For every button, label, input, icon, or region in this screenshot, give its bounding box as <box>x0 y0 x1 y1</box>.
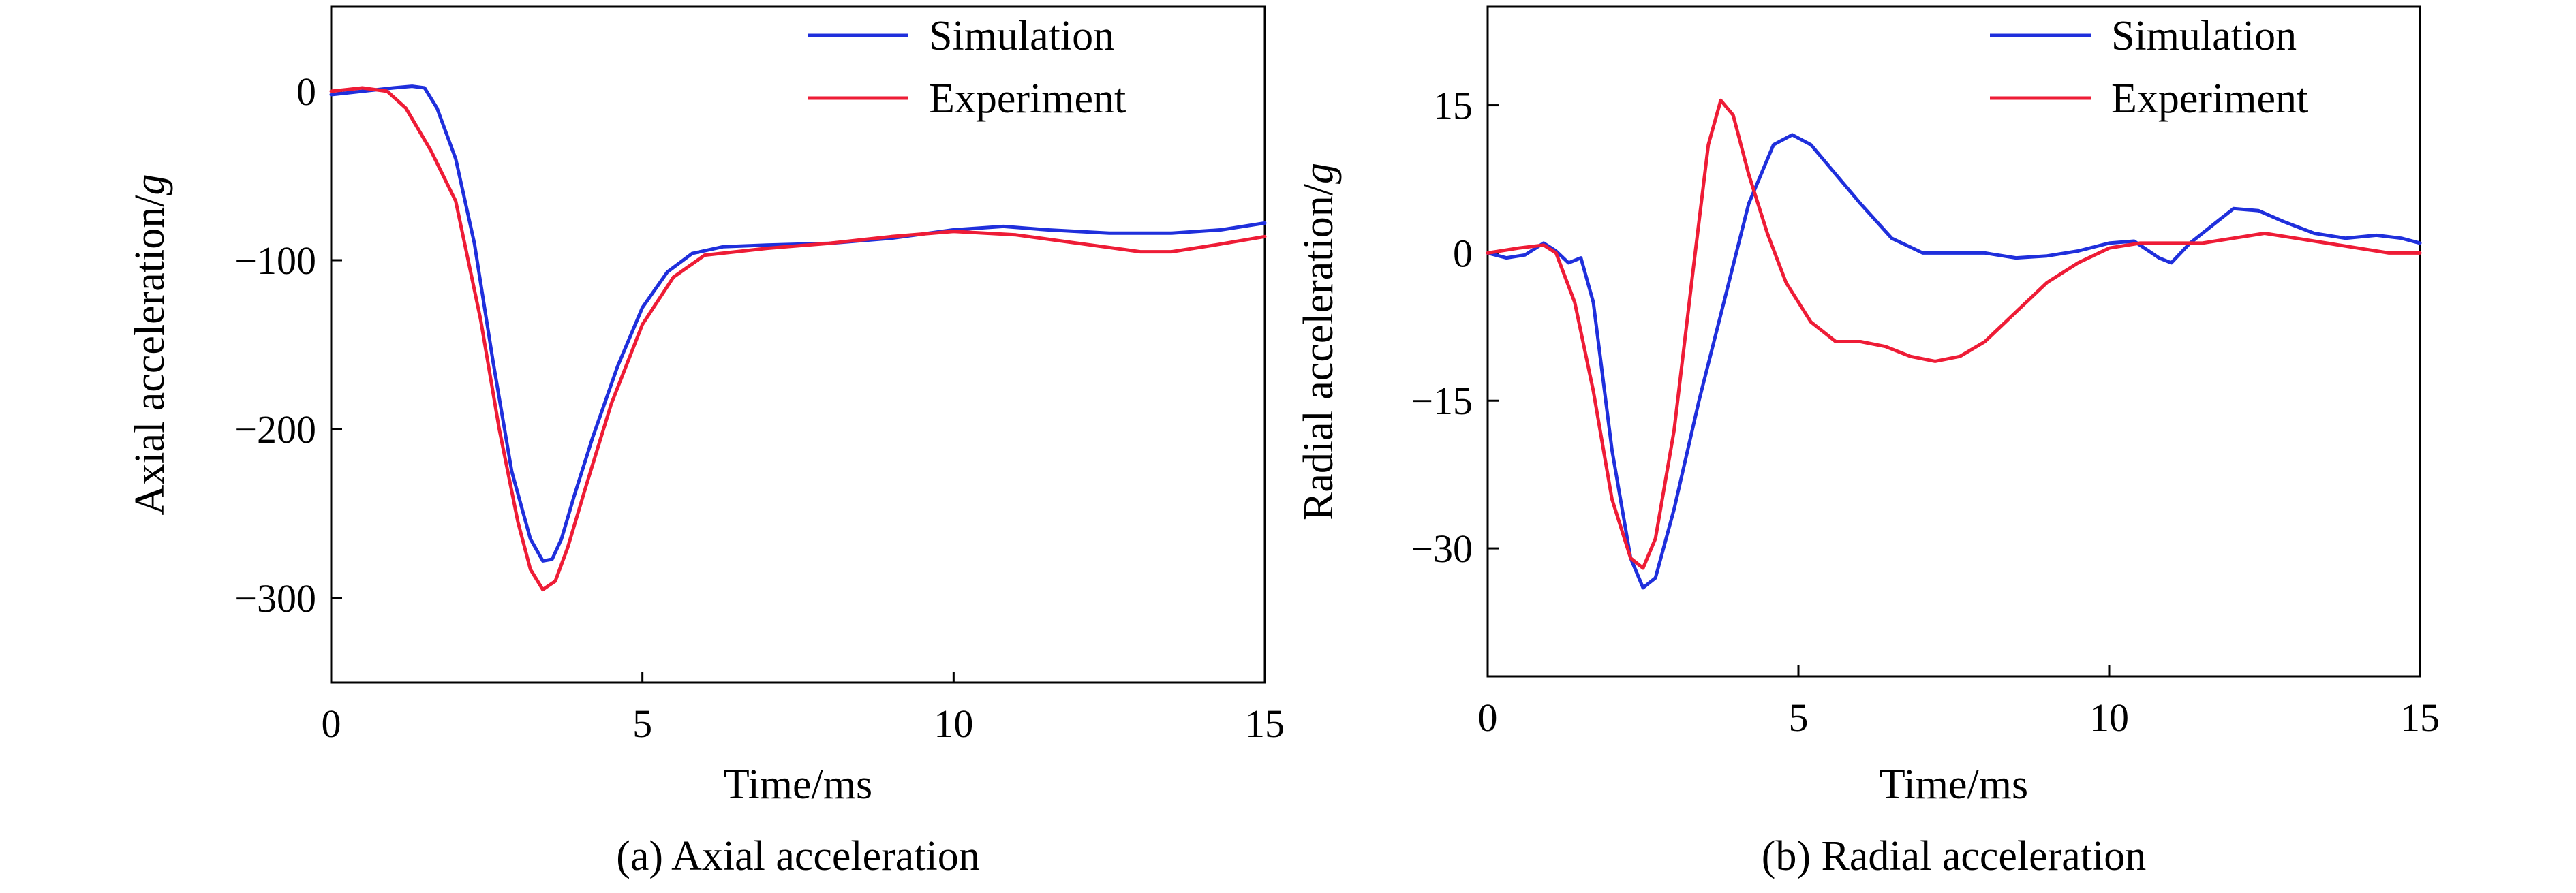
y-tick-label: −100 <box>234 238 316 283</box>
panel-radial-acceleration: 0 5 10 15 15 0 −15 −30 Simulation Experiment Time/… <box>1295 5 2440 879</box>
series-line-simulation <box>1486 133 2422 590</box>
x-tick-label: 0 <box>1478 695 1498 740</box>
x-tick-label: 10 <box>2089 695 2129 740</box>
plot-frame <box>330 5 1266 684</box>
y-axis-title: Radial acceleration/g <box>1295 163 1342 520</box>
legend-label-simulation: Simulation <box>2111 13 2297 59</box>
x-tick-label: 5 <box>1789 695 1809 740</box>
series-line-experiment <box>1486 98 2422 570</box>
y-tick-label: 15 <box>1433 84 1473 128</box>
y-tick-label: −200 <box>234 407 316 452</box>
y-axis-title-unit: g <box>127 174 173 195</box>
panel-caption: (a) Axial acceleration <box>616 833 980 879</box>
legend: Simulation Experiment <box>1990 13 2308 122</box>
series-line-experiment <box>329 86 1267 592</box>
y-axis-title-unit: g <box>1295 163 1342 184</box>
x-tick-label: 15 <box>1245 702 1285 746</box>
y-axis-title-text: Axial acceleration/ <box>127 195 173 516</box>
x-axis-title: Time/ms <box>1880 762 2028 808</box>
plot-frame <box>1486 5 2421 678</box>
y-tick-label: −300 <box>234 576 316 621</box>
series-line-simulation <box>329 84 1267 563</box>
y-tick-label: −15 <box>1411 379 1473 423</box>
y-tick-label: 0 <box>296 69 316 114</box>
y-axis-title-text: Radial acceleration/ <box>1295 183 1342 520</box>
panel-axial-acceleration: 0 5 10 15 0 −100 −200 −300 Simulation Experiment T… <box>127 5 1285 879</box>
x-tick-label: 0 <box>322 702 341 746</box>
legend-label-experiment: Experiment <box>2111 76 2308 122</box>
panel-caption: (b) Radial acceleration <box>1762 833 2147 879</box>
y-tick-label: 0 <box>1453 231 1473 275</box>
legend: Simulation Experiment <box>808 13 1126 122</box>
y-axis-title: Axial acceleration/g <box>127 174 173 516</box>
y-tick-label: −30 <box>1411 527 1473 571</box>
x-tick-label: 10 <box>934 702 973 746</box>
x-axis-title: Time/ms <box>724 762 872 808</box>
x-tick-label: 15 <box>2400 695 2440 740</box>
x-tick-label: 5 <box>632 702 652 746</box>
legend-label-experiment: Experiment <box>929 76 1126 122</box>
legend-label-simulation: Simulation <box>929 13 1114 59</box>
